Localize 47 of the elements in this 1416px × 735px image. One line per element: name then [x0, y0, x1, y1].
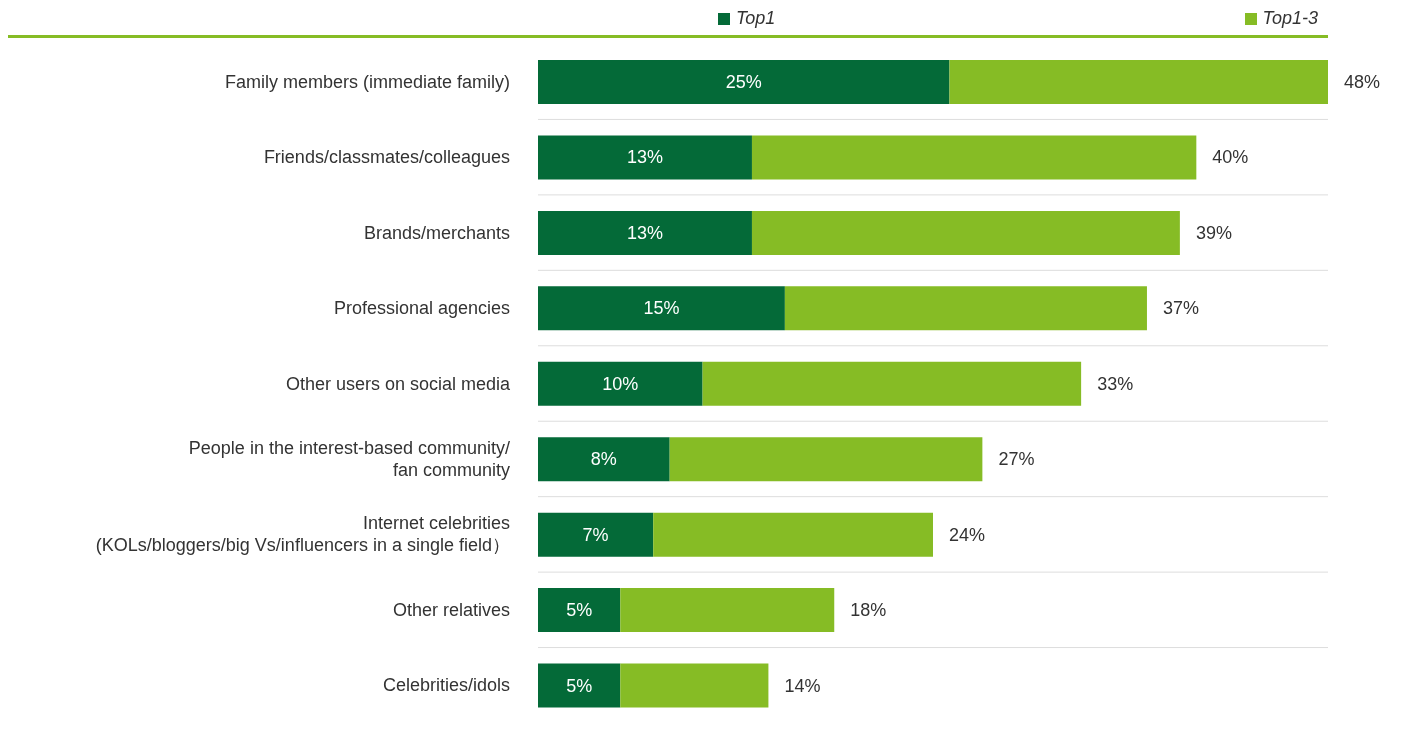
bar — [538, 135, 752, 180]
bar — [538, 663, 621, 708]
bar — [620, 588, 835, 633]
total-label: 18% — [850, 600, 887, 621]
data-label: 5% — [566, 600, 593, 621]
data-label: 10% — [602, 373, 639, 394]
y-tick-label: Brands/merchants — [363, 222, 510, 243]
total-label: 14% — [784, 675, 821, 696]
bar — [620, 663, 769, 708]
legend-label: Top1-3 — [1261, 8, 1318, 29]
y-tick-label: Family members (immediate family) — [224, 71, 510, 92]
bar — [949, 60, 1328, 104]
y-tick-label: Other relatives — [392, 599, 510, 620]
data-label: 8% — [590, 449, 617, 470]
total-label: 39% — [1195, 222, 1232, 243]
data-label: 13% — [626, 147, 663, 168]
data-label: 15% — [643, 298, 680, 319]
data-label: 13% — [626, 222, 663, 243]
y-tick-label: Friends/classmates/colleagues — [263, 147, 510, 168]
bar — [751, 135, 1197, 180]
y-tick-label: Celebrities/idols — [382, 675, 510, 696]
data-label: 7% — [582, 524, 609, 545]
bar — [538, 361, 703, 406]
total-label: 48% — [1344, 72, 1381, 92]
bar — [751, 210, 1180, 255]
bar — [702, 361, 1082, 406]
total-label: 33% — [1097, 373, 1134, 394]
bar — [538, 512, 654, 557]
bar — [653, 512, 933, 557]
bar — [669, 437, 983, 482]
total-label: 40% — [1212, 147, 1249, 168]
y-tick-label: Professional agencies — [333, 298, 510, 319]
y-tick-label: Internet celebrities (KOLs/bloggers/big Vs/influencers in a single field） — [95, 513, 510, 556]
y-tick-label: People in the interest-based community/ fan community — [188, 437, 510, 480]
y-tick-label: Other users on social media — [285, 373, 511, 394]
bar — [538, 210, 752, 255]
data-label: 5% — [566, 675, 593, 696]
legend-label: Top1 — [735, 8, 776, 29]
data-label: 25% — [725, 72, 762, 92]
bar — [538, 60, 950, 104]
bar — [538, 437, 670, 482]
bar — [784, 286, 1147, 331]
total-label: 27% — [998, 449, 1035, 470]
bar — [538, 286, 785, 331]
bar — [538, 588, 621, 633]
total-label: 24% — [949, 524, 986, 545]
total-label: 37% — [1162, 298, 1199, 319]
